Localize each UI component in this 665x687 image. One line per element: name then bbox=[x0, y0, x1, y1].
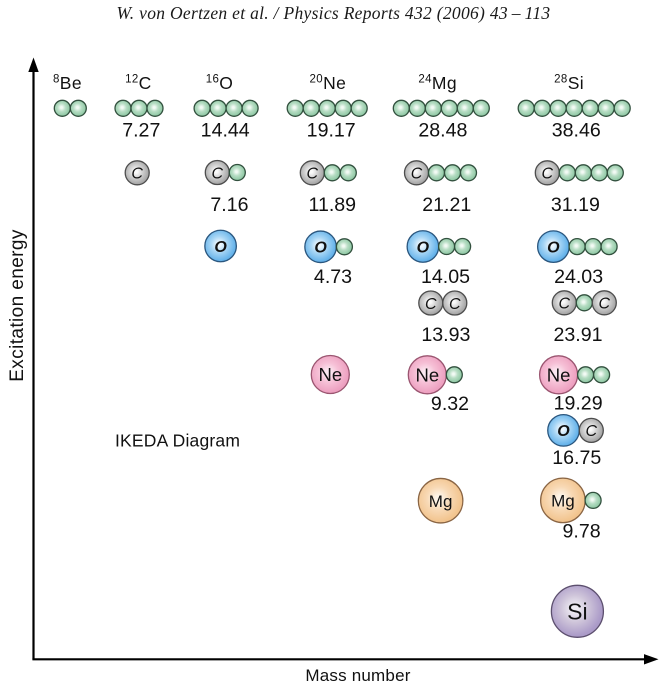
svg-text:23.91: 23.91 bbox=[553, 324, 602, 346]
svg-text:13.93: 13.93 bbox=[421, 324, 470, 346]
svg-text:20Ne: 20Ne bbox=[310, 73, 347, 93]
svg-text:C: C bbox=[599, 296, 611, 313]
svg-text:8Be: 8Be bbox=[53, 73, 82, 93]
svg-text:19.17: 19.17 bbox=[307, 120, 356, 142]
svg-text:Ne: Ne bbox=[415, 365, 439, 386]
svg-text:31.19: 31.19 bbox=[551, 194, 600, 216]
svg-text:W. von Oertzen et al. / Physic: W. von Oertzen et al. / Physics Reports … bbox=[117, 3, 551, 23]
svg-text:Ne: Ne bbox=[318, 364, 342, 385]
svg-text:14.44: 14.44 bbox=[201, 120, 250, 142]
svg-text:C: C bbox=[559, 296, 571, 313]
svg-text:C: C bbox=[212, 165, 224, 182]
svg-text:C: C bbox=[425, 296, 437, 313]
svg-text:24.03: 24.03 bbox=[554, 266, 603, 288]
svg-text:C: C bbox=[449, 296, 461, 313]
svg-text:Mg: Mg bbox=[429, 492, 453, 511]
svg-text:9.32: 9.32 bbox=[431, 393, 469, 415]
svg-text:Si: Si bbox=[567, 599, 587, 625]
svg-text:O: O bbox=[547, 239, 560, 256]
svg-text:C: C bbox=[307, 166, 319, 183]
svg-text:C: C bbox=[131, 166, 143, 183]
svg-text:IKEDA Diagram: IKEDA Diagram bbox=[115, 431, 240, 451]
svg-text:11.89: 11.89 bbox=[309, 194, 357, 216]
svg-text:24Mg: 24Mg bbox=[418, 73, 457, 93]
svg-text:9.78: 9.78 bbox=[563, 521, 601, 543]
svg-text:O: O bbox=[557, 423, 570, 440]
svg-text:19.29: 19.29 bbox=[554, 393, 603, 415]
svg-text:7.27: 7.27 bbox=[122, 120, 160, 142]
svg-text:4.73: 4.73 bbox=[314, 266, 352, 288]
svg-text:16.75: 16.75 bbox=[552, 447, 601, 469]
svg-text:O: O bbox=[214, 239, 227, 256]
svg-text:14.05: 14.05 bbox=[421, 266, 470, 288]
svg-text:Ne: Ne bbox=[547, 365, 571, 386]
svg-text:12C: 12C bbox=[125, 73, 152, 93]
svg-text:38.46: 38.46 bbox=[552, 120, 601, 142]
svg-text:C: C bbox=[411, 166, 423, 183]
svg-text:C: C bbox=[586, 423, 598, 440]
svg-text:Mass number: Mass number bbox=[305, 666, 410, 685]
svg-text:O: O bbox=[417, 239, 430, 256]
svg-text:Excitation energy: Excitation energy bbox=[7, 229, 28, 382]
svg-text:7.16: 7.16 bbox=[210, 194, 248, 216]
svg-text:Mg: Mg bbox=[551, 492, 575, 511]
svg-text:28.48: 28.48 bbox=[418, 120, 467, 142]
svg-text:28Si: 28Si bbox=[554, 73, 584, 93]
svg-text:O: O bbox=[314, 240, 327, 257]
svg-text:16O: 16O bbox=[206, 73, 234, 93]
svg-text:C: C bbox=[542, 166, 554, 183]
svg-text:21.21: 21.21 bbox=[422, 194, 471, 216]
